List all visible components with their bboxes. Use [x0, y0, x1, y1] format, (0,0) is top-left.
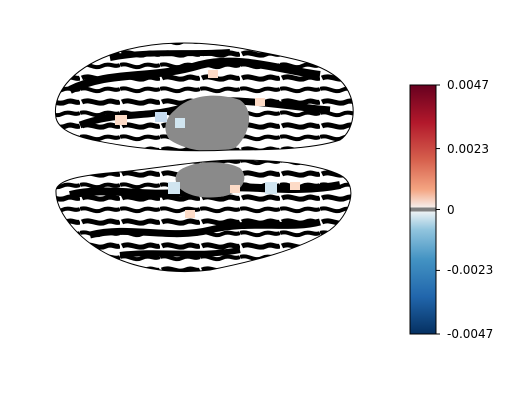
brain-hemisphere-top [54, 42, 354, 152]
colorbar [409, 84, 440, 335]
colorbar-tick-label-low: -0.0023 [447, 263, 494, 278]
colorbar-tick-label-max: 0.0047 [447, 78, 489, 92]
medial-wall-top [165, 95, 249, 151]
colorbar-tick-label-zero: 0 [447, 202, 455, 217]
colorbar-tick-marks [436, 84, 440, 335]
medial-wall-bottom [175, 162, 245, 198]
colorbar-tick-label-high: 0.0023 [447, 141, 489, 156]
brain-hemisphere-bottom [55, 159, 352, 273]
colorbar-tick-label-min: -0.0047 [447, 327, 494, 341]
colorbar-zero-marker [410, 207, 436, 212]
